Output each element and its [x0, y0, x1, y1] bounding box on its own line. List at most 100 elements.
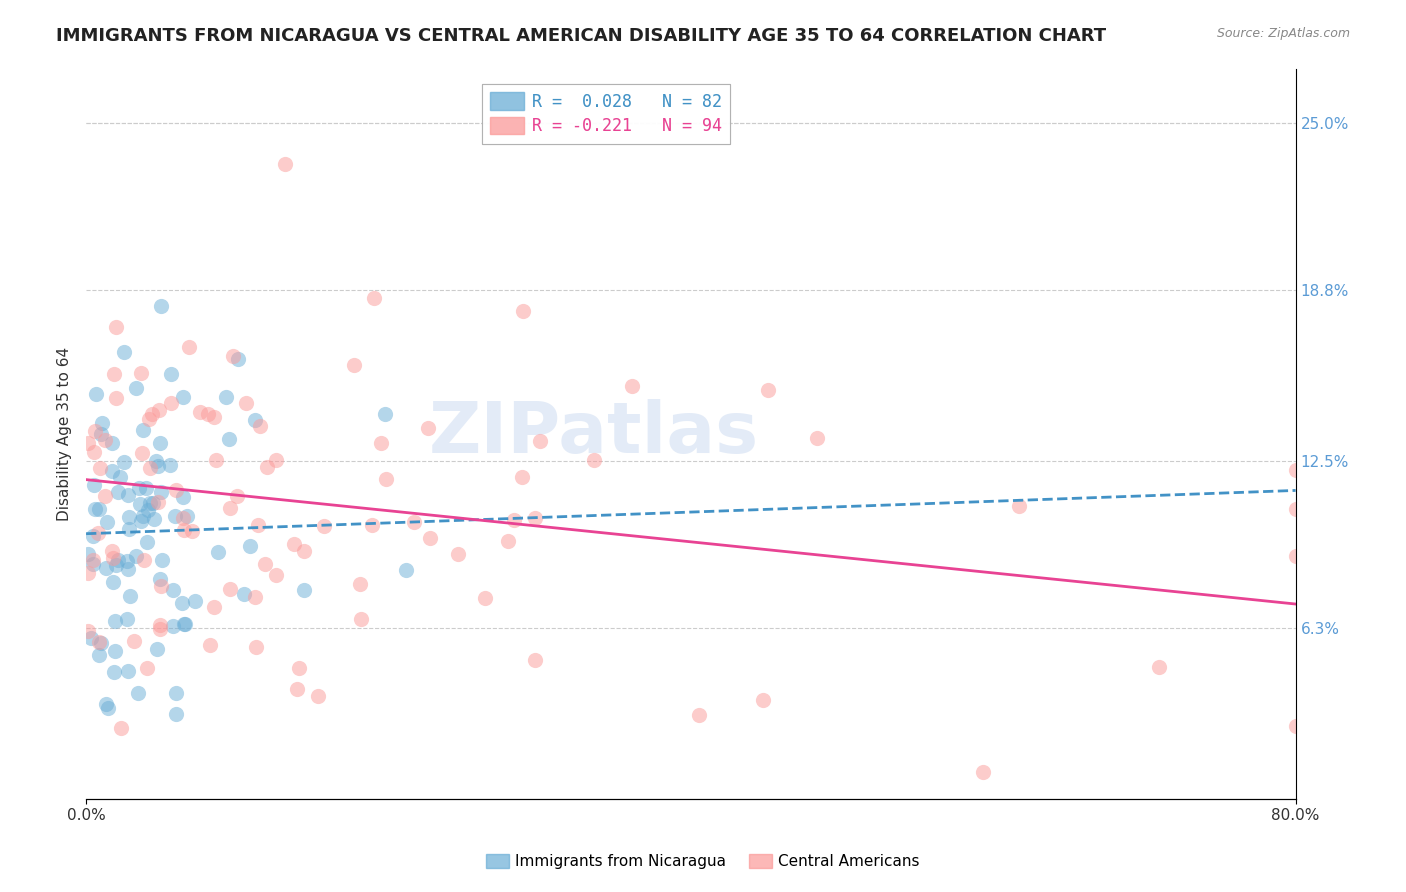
Text: Source: ZipAtlas.com: Source: ZipAtlas.com [1216, 27, 1350, 40]
Point [226, 351, 249, 366]
Point [173, 617, 195, 632]
Point [285, 682, 308, 697]
Point [239, 539, 262, 553]
Point [232, 586, 254, 600]
Point [90, 636, 112, 650]
Point [84, 424, 107, 438]
Point [363, 291, 385, 305]
Point [110, 721, 132, 735]
Point [245, 413, 267, 427]
Point [138, 461, 160, 475]
Point [583, 452, 606, 467]
Point [87, 648, 110, 663]
Point [361, 518, 384, 533]
Point [131, 446, 153, 460]
Point [474, 591, 496, 606]
Point [91, 417, 114, 431]
Point [150, 299, 173, 313]
Point [82, 528, 104, 542]
Point [104, 392, 127, 406]
Point [752, 693, 775, 707]
Point [1007, 499, 1029, 513]
Point [173, 523, 195, 537]
Point [512, 470, 534, 484]
Point [82, 557, 104, 571]
Point [142, 496, 165, 510]
Point [132, 508, 155, 523]
Point [162, 583, 184, 598]
Point [104, 614, 127, 628]
Point [94, 489, 117, 503]
Point [149, 484, 172, 499]
Point [104, 558, 127, 573]
Point [204, 453, 226, 467]
Point [177, 339, 200, 353]
Point [184, 594, 207, 608]
Point [688, 708, 710, 723]
Point [100, 435, 122, 450]
Point [128, 482, 150, 496]
Point [77, 436, 100, 450]
Point [1147, 660, 1170, 674]
Point [90, 426, 112, 441]
Point [96, 515, 118, 529]
Point [207, 545, 229, 559]
Point [375, 472, 398, 486]
Point [94, 434, 117, 448]
Text: IMMIGRANTS FROM NICARAGUA VS CENTRAL AMERICAN DISABILITY AGE 35 TO 64 CORRELATIO: IMMIGRANTS FROM NICARAGUA VS CENTRAL AME… [56, 27, 1107, 45]
Point [148, 403, 170, 417]
Point [112, 455, 135, 469]
Point [84, 387, 107, 401]
Point [972, 764, 994, 779]
Point [118, 509, 141, 524]
Point [249, 418, 271, 433]
Point [94, 561, 117, 575]
Point [172, 390, 194, 404]
Point [136, 661, 159, 675]
Point [118, 589, 141, 603]
Point [197, 407, 219, 421]
Point [292, 544, 315, 558]
Point [139, 495, 162, 509]
Point [132, 553, 155, 567]
Point [498, 534, 520, 549]
Point [395, 563, 418, 577]
Point [146, 495, 169, 509]
Point [343, 358, 366, 372]
Point [127, 686, 149, 700]
Point [292, 582, 315, 597]
Point [173, 617, 195, 632]
Point [115, 611, 138, 625]
Point [89, 635, 111, 649]
Point [124, 381, 146, 395]
Point [117, 664, 139, 678]
Point [160, 368, 183, 382]
Point [246, 518, 269, 533]
Point [370, 435, 392, 450]
Point [129, 497, 152, 511]
Point [83, 478, 105, 492]
Point [1284, 719, 1306, 733]
Point [180, 524, 202, 538]
Point [253, 558, 276, 572]
Point [222, 349, 245, 363]
Point [283, 536, 305, 550]
Point [108, 470, 131, 484]
Point [219, 501, 242, 516]
Point [264, 568, 287, 582]
Point [806, 431, 828, 445]
Point [107, 553, 129, 567]
Point [107, 484, 129, 499]
Point [502, 513, 524, 527]
Point [87, 526, 110, 541]
Point [215, 390, 238, 404]
Point [172, 491, 194, 505]
Point [226, 489, 249, 503]
Point [243, 590, 266, 604]
Point [402, 516, 425, 530]
Point [122, 634, 145, 648]
Legend: Immigrants from Nicaragua, Central Americans: Immigrants from Nicaragua, Central Ameri… [481, 848, 925, 875]
Y-axis label: Disability Age 35 to 64: Disability Age 35 to 64 [58, 347, 72, 521]
Point [288, 661, 311, 675]
Point [80, 632, 103, 646]
